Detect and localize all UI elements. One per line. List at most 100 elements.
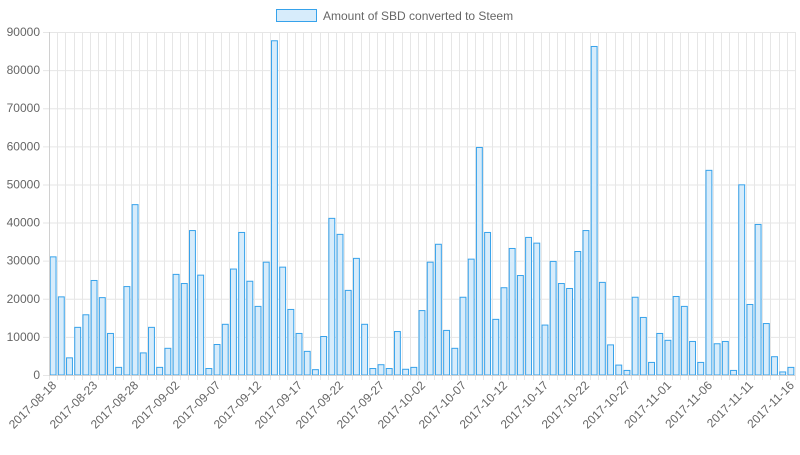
bar[interactable] (738, 184, 746, 376)
bar[interactable] (664, 339, 672, 376)
legend-swatch (276, 9, 317, 22)
bar[interactable] (57, 296, 65, 376)
bar[interactable] (459, 296, 467, 376)
bar[interactable] (262, 261, 270, 376)
bar[interactable] (344, 289, 352, 376)
bar[interactable] (500, 287, 508, 376)
bar[interactable] (705, 169, 713, 376)
bar[interactable] (189, 230, 196, 376)
bar[interactable] (139, 352, 147, 376)
y-axis-labels: 0 10000 20000 30000 40000 50000 60000 70000 8000… (7, 25, 41, 382)
bar[interactable] (402, 368, 410, 376)
bar[interactable] (582, 230, 590, 376)
bar[interactable] (689, 340, 696, 376)
bar[interactable] (648, 361, 655, 376)
bar[interactable] (98, 297, 106, 376)
bar[interactable] (205, 368, 213, 376)
bar[interactable] (238, 231, 246, 376)
bar[interactable] (746, 303, 754, 376)
bar[interactable] (74, 326, 82, 376)
bar[interactable] (779, 371, 787, 376)
bar[interactable] (336, 233, 344, 376)
bar[interactable] (541, 324, 549, 376)
bar[interactable] (418, 310, 426, 376)
bar[interactable] (303, 350, 311, 376)
bar[interactable] (107, 332, 114, 376)
bar[interactable] (230, 268, 237, 376)
bar[interactable] (631, 296, 639, 376)
bar[interactable] (213, 344, 221, 376)
bar[interactable] (393, 331, 401, 376)
bar[interactable] (566, 287, 574, 376)
bar[interactable] (549, 260, 557, 376)
bar[interactable] (410, 366, 418, 376)
bar[interactable] (197, 274, 205, 376)
bar[interactable] (574, 251, 582, 376)
bar[interactable] (90, 279, 98, 376)
bar[interactable] (426, 261, 434, 376)
bar[interactable] (246, 280, 254, 376)
bar[interactable] (66, 357, 73, 376)
bar[interactable] (672, 295, 680, 376)
bar[interactable] (787, 366, 795, 376)
bar[interactable] (713, 343, 721, 376)
bar[interactable] (656, 332, 664, 376)
bar[interactable] (115, 366, 123, 376)
legend[interactable]: Amount of SBD converted to Steem (276, 9, 514, 23)
y-tick-label: 40000 (7, 216, 41, 230)
bar[interactable] (279, 266, 287, 376)
bar[interactable] (254, 305, 262, 376)
bar[interactable] (451, 347, 459, 376)
bar[interactable] (525, 236, 533, 376)
y-tick-label: 60000 (7, 139, 41, 153)
bar[interactable] (385, 368, 393, 376)
bar[interactable] (443, 329, 451, 376)
y-tick-label: 70000 (7, 101, 41, 115)
bar[interactable] (131, 204, 139, 376)
bar[interactable] (180, 283, 188, 376)
bar[interactable] (639, 316, 647, 376)
bar[interactable] (697, 361, 705, 376)
bar[interactable] (320, 336, 328, 376)
bar[interactable] (762, 323, 770, 376)
bar[interactable] (328, 217, 336, 376)
bar[interactable] (82, 314, 90, 376)
bar[interactable] (557, 283, 565, 376)
bar[interactable] (475, 146, 483, 376)
bar[interactable] (352, 257, 360, 376)
bar[interactable] (508, 247, 516, 376)
bar[interactable] (730, 369, 737, 376)
bar[interactable] (607, 344, 614, 376)
bar[interactable] (270, 40, 278, 376)
bar[interactable] (156, 366, 164, 376)
bar[interactable] (49, 256, 57, 376)
bar[interactable] (598, 281, 606, 376)
bar[interactable] (287, 308, 295, 376)
bar[interactable] (721, 340, 729, 376)
bar[interactable] (295, 332, 303, 376)
bar[interactable] (533, 242, 541, 376)
bar[interactable] (172, 273, 180, 376)
bar[interactable] (615, 364, 623, 376)
bar[interactable] (492, 318, 500, 376)
bar[interactable] (164, 347, 172, 376)
bar[interactable] (311, 369, 319, 376)
legend-label: Amount of SBD converted to Steem (323, 9, 513, 23)
bar[interactable] (148, 326, 155, 376)
bar[interactable] (484, 231, 492, 376)
bar[interactable] (590, 45, 598, 376)
bar[interactable] (123, 286, 131, 376)
bar[interactable] (221, 323, 229, 376)
bar[interactable] (434, 243, 442, 376)
bar[interactable] (377, 364, 385, 376)
bar[interactable] (467, 258, 475, 376)
bar[interactable] (516, 275, 524, 376)
bar[interactable] (623, 369, 631, 376)
bar[interactable] (771, 356, 778, 376)
bar[interactable] (754, 223, 762, 376)
bar[interactable] (361, 323, 369, 376)
bar[interactable] (369, 368, 377, 376)
bar[interactable] (680, 305, 688, 376)
y-tick-label: 50000 (7, 177, 41, 191)
